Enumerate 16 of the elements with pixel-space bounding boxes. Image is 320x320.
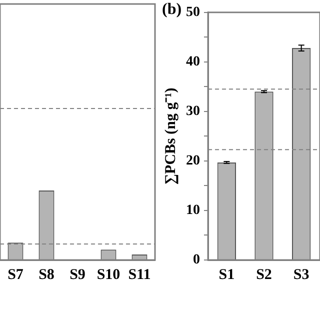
y-tick-label: 30 bbox=[186, 104, 200, 120]
y-axis-title: ∑PCBs (ng g⁻¹) bbox=[162, 88, 179, 185]
text: (b) bbox=[162, 1, 182, 18]
y-tick-label: 20 bbox=[186, 154, 200, 169]
y-tick-label: 50 bbox=[186, 5, 200, 20]
x-tick-label: S7 bbox=[8, 266, 24, 283]
x-tick-label: S11 bbox=[128, 266, 151, 283]
x-tick-label: S1 bbox=[218, 266, 235, 283]
x-tick-label: S10 bbox=[96, 266, 120, 283]
x-tick-label: S9 bbox=[70, 266, 86, 283]
y-tick-label: 40 bbox=[186, 54, 200, 70]
x-tick-label: S3 bbox=[293, 266, 310, 283]
x-tick-label: S8 bbox=[38, 266, 54, 283]
y-tick-label: 0 bbox=[193, 252, 200, 268]
y-tick-label: 10 bbox=[186, 203, 200, 218]
x-tick-label: S2 bbox=[256, 266, 272, 283]
